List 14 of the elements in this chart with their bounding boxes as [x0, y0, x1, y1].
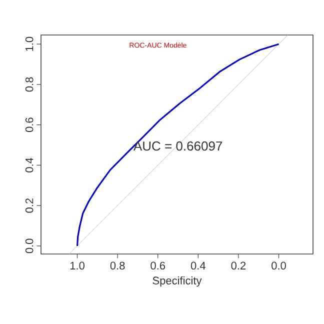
x-tick-label: 0.6 — [150, 262, 166, 270]
y-tick-label: 0.6 — [25, 118, 34, 132]
x-axis-title: Specificity — [152, 276, 202, 287]
y-tick-label: 0.2 — [25, 198, 34, 213]
x-tick-label: 1.0 — [70, 262, 84, 270]
annotation: AUC = 0.66097 — [133, 141, 222, 151]
y-tick-label: 0.8 — [25, 77, 34, 92]
y-tick-label: 1.0 — [25, 36, 34, 51]
x-tick-label: 0.0 — [272, 262, 286, 270]
x-tick-label: 0.2 — [231, 262, 246, 270]
y-tick-label: 0.0 — [25, 238, 34, 254]
x-tick-label: 0.4 — [190, 262, 206, 270]
y-tick-label: 0.4 — [25, 158, 34, 172]
x-tick-label: 0.8 — [110, 262, 125, 270]
